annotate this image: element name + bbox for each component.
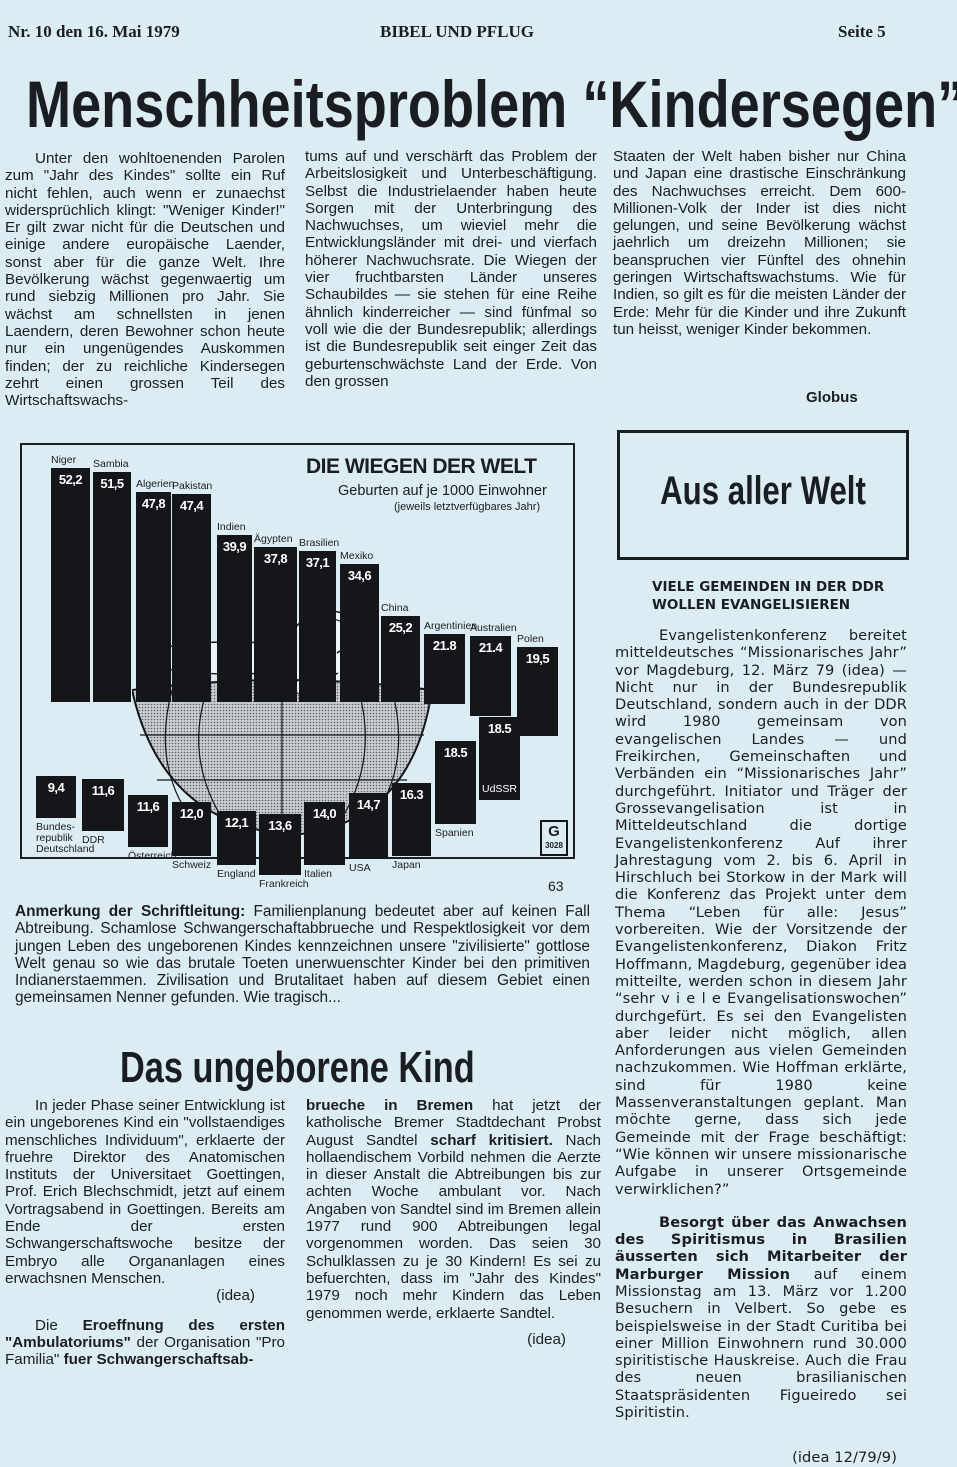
bar-label: Indien [217,521,246,534]
article-column-2: tums auf und verschärft das Problem der … [305,148,597,390]
source: (idea) [527,1330,566,1348]
article-column-3: Staaten der Welt haben bisher nur China … [613,148,906,338]
note-label: Anmerkung der Schriftleitung: [15,903,246,920]
bar-argentinien: 21.8 [424,634,465,704]
bar-label: Mexiko [340,550,374,563]
source: (idea 12/79/9) [792,1449,897,1467]
second-article-column-2: brueche in Bremen hat jetzt der katholis… [306,1097,601,1348]
paragraph: Unter den wohltoenenden Parolen zum "Jah… [5,150,285,410]
page-label: Seite 5 [838,22,886,41]
bar-ägypten: 37,8 [254,546,297,702]
bold-text: Eroeffnung des ersten "Ambulatoriums" [5,1316,285,1351]
text: Die [35,1316,83,1334]
bar-label: Polen [517,632,544,645]
bar-label: Brasilien [299,536,340,549]
bar-label: DDR [82,834,105,846]
bar-label: Sambia [93,457,129,470]
bold-text: fuer Schwangerschaftsab- [63,1351,254,1369]
bar-label: Japan [392,859,421,871]
bold-text: brueche in Bremen [306,1097,474,1114]
text: auf einem Missionstag am 13. März vor 1.… [615,1265,907,1422]
bar-indien: 39,9 [217,535,252,702]
editorial-note: Anmerkung der Schriftleitung: Familienpl… [15,903,590,1007]
bar-label: Niger [51,454,77,466]
bold-text: scharf kritisiert. [430,1131,553,1149]
publisher-mark: 3028 [545,841,563,850]
bar-japan: 16.3 [392,782,431,856]
bar-label: England [217,868,256,880]
bar-ddr: 11,6 [82,778,124,831]
bar-label: Italien [304,868,333,880]
text: der Organisation "Pro Familia" [5,1333,285,1369]
text: hat jetzt der katholische Bremer Stadtde… [306,1097,601,1149]
bar-algerien: 47,8 [136,492,171,702]
bar-label: Frankreich [259,878,309,890]
bar-australien: 21.4 [470,636,511,716]
bar-brasilien: 37,1 [299,550,336,702]
paragraph: In jeder Phase seiner Entwicklung ist ei… [5,1097,285,1287]
article-column-1: Unter den wohltoenenden Parolen zum "Jah… [5,150,285,409]
bar-england: 12,1 [217,810,256,865]
chart-title: DIE WIEGEN DER WELT [306,455,537,478]
bar-label: Algerien [136,478,175,491]
bar-österreich: 11,6 [128,794,168,847]
paragraph: Staaten der Welt haben bisher nur China … [613,148,906,338]
bar-udssr: 18.5 [479,716,520,800]
second-article-column-1: In jeder Phase seiner Entwicklung ist ei… [5,1097,285,1368]
bar-sambia: 51,5 [93,471,131,702]
bar-usa: 14,7 [349,792,388,859]
bar-label: Argentinien [424,620,478,633]
source: (idea) [216,1287,255,1305]
article-source: Globus [806,389,858,406]
paragraph: tums auf und verschärft das Problem der … [305,148,597,390]
bar-china: 25,2 [381,615,420,702]
chart-note: (jeweils letztverfügbares Jahr) [394,501,541,513]
section-title: Aus aller Welt [660,469,866,513]
bar-bundesrepublik-deutschland: 9,4 [36,775,76,818]
bar-label: Pakistan [172,480,213,493]
bar-pakistan: 47,4 [172,494,211,702]
bar-spanien: 18.5 [435,740,476,824]
second-headline: Das ungeborene Kind [120,1043,475,1092]
bar-label: USA [349,862,371,874]
chart-subtitle: Geburten auf je 1000 Einwohner [338,483,547,499]
bar-polen: 19,5 [517,646,558,736]
section-box: Aus aller Welt [617,430,909,560]
bar-label: Ägypten [254,532,293,545]
bar-label: Schweiz [172,859,212,871]
birth-rate-chart: DIE WIEGEN DER WELT Geburten auf je 1000… [20,443,575,890]
main-headline: Menschheitsproblem “Kindersegen” [26,67,957,141]
issue-info: Nr. 10 den 16. Mai 1979 [8,22,180,41]
bar-italien: 14,0 [304,802,345,865]
sidebar-article: Evangelistenkonferenz bereitet mitteldeu… [615,627,907,1467]
note-text: Familienplanung bedeutet aber auf keinen… [15,903,590,1007]
bar-label: Australien [470,622,517,635]
bar-label: China [381,601,409,614]
bar-label: Spanien [435,827,474,839]
globus-logo: G 3028 [540,820,568,856]
paper-name: BIBEL UND PFLUG [380,22,534,41]
bar-label: Österreich [128,850,177,862]
bar-label: UdSSR [482,783,518,795]
page-number: 63 [548,878,564,894]
bar-schweiz: 12,0 [172,802,211,856]
sidebar-heading: VIELE GEMEINDEN IN DER DDR WOLLEN EVANGE… [652,579,885,613]
bar-frankreich: 13,6 [259,813,301,875]
bold-text: Besorgt über das Anwachsen des Spiritism… [615,1213,907,1283]
text: Nach hollaendischem Vorbild nehmen die A… [306,1131,601,1322]
bar-mexiko: 34,6 [340,564,379,702]
bar-niger: 52,2 [51,468,90,702]
paragraph: Evangelistenkonferenz bereitet mitteldeu… [615,627,907,1198]
bar-label: Bundes- republik Deutschland [36,821,95,855]
